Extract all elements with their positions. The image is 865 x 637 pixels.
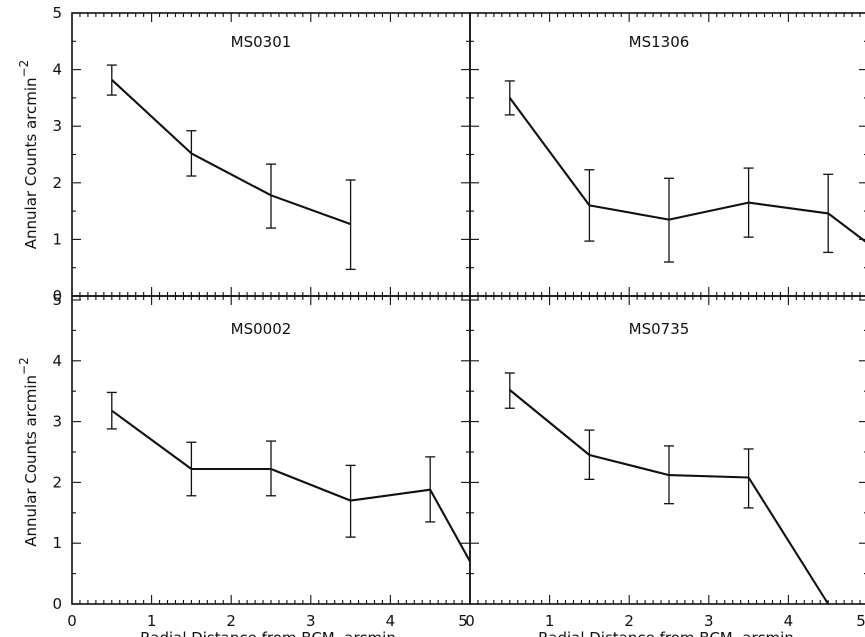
panel-ms0735: 0 1 2 3 4 5 MS0735 Radial Distance from BCM, ar… bbox=[465, 295, 865, 637]
y-tick-label: 3 bbox=[52, 117, 62, 135]
y-tick-label: 4 bbox=[52, 61, 62, 79]
y-tick-label: 0 bbox=[52, 287, 62, 305]
x-tick-label: 3 bbox=[704, 612, 714, 630]
series-line bbox=[509, 389, 830, 605]
x-tick-label: 2 bbox=[624, 612, 634, 630]
x-tick-label: 3 bbox=[306, 612, 316, 630]
y-tick-label: 2 bbox=[52, 174, 62, 192]
x-tick-label: 5 bbox=[856, 612, 865, 630]
x-tick-label: 0 bbox=[67, 612, 77, 630]
y-tick-label: 4 bbox=[52, 352, 62, 370]
series-line bbox=[508, 97, 865, 243]
y-tick-label: 1 bbox=[52, 534, 62, 552]
panel-title: MS0735 bbox=[629, 320, 690, 338]
x-axis-label: Radial Distance from BCM, arcmin bbox=[140, 629, 396, 637]
y-tick-label: 2 bbox=[52, 473, 62, 491]
panel-ms1306: MS1306 bbox=[469, 12, 865, 297]
series-line bbox=[111, 79, 351, 226]
y-tick-label: 5 bbox=[52, 4, 62, 22]
panel-ms0002: 0 1 2 3 4 5 0 1 2 3 4 5 MS0002 Radial Distance from B… bbox=[17, 291, 471, 637]
panel-frame bbox=[71, 12, 471, 297]
y-axis-label: Annular Counts arcmin−2 bbox=[17, 357, 40, 546]
panel-title: MS0002 bbox=[231, 320, 292, 338]
x-tick-label: 2 bbox=[226, 612, 236, 630]
panel-title: MS0301 bbox=[231, 33, 292, 51]
y-tick-label: 1 bbox=[52, 230, 62, 248]
series-line bbox=[111, 409, 471, 562]
x-tick-label: 4 bbox=[386, 612, 396, 630]
panel-ms0301: 0 1 2 3 4 5 MS0301 Annular Counts arcmin−2 bbox=[17, 4, 471, 305]
y-tick-label: 3 bbox=[52, 413, 62, 431]
x-tick-label: 1 bbox=[545, 612, 555, 630]
panel-frame bbox=[469, 12, 865, 297]
panel-frame bbox=[469, 295, 865, 605]
x-tick-label: 1 bbox=[147, 612, 157, 630]
x-tick-label: 0 bbox=[465, 612, 475, 630]
y-tick-label: 0 bbox=[52, 595, 62, 613]
x-tick-label: 4 bbox=[784, 612, 794, 630]
x-tick-label: 5 bbox=[458, 612, 468, 630]
y-axis-label: Annular Counts arcmin−2 bbox=[17, 60, 40, 249]
panel-title: MS1306 bbox=[629, 33, 690, 51]
y-tick-label: 5 bbox=[52, 291, 62, 309]
x-axis-label: Radial Distance from BCM, arcmin bbox=[538, 629, 794, 637]
